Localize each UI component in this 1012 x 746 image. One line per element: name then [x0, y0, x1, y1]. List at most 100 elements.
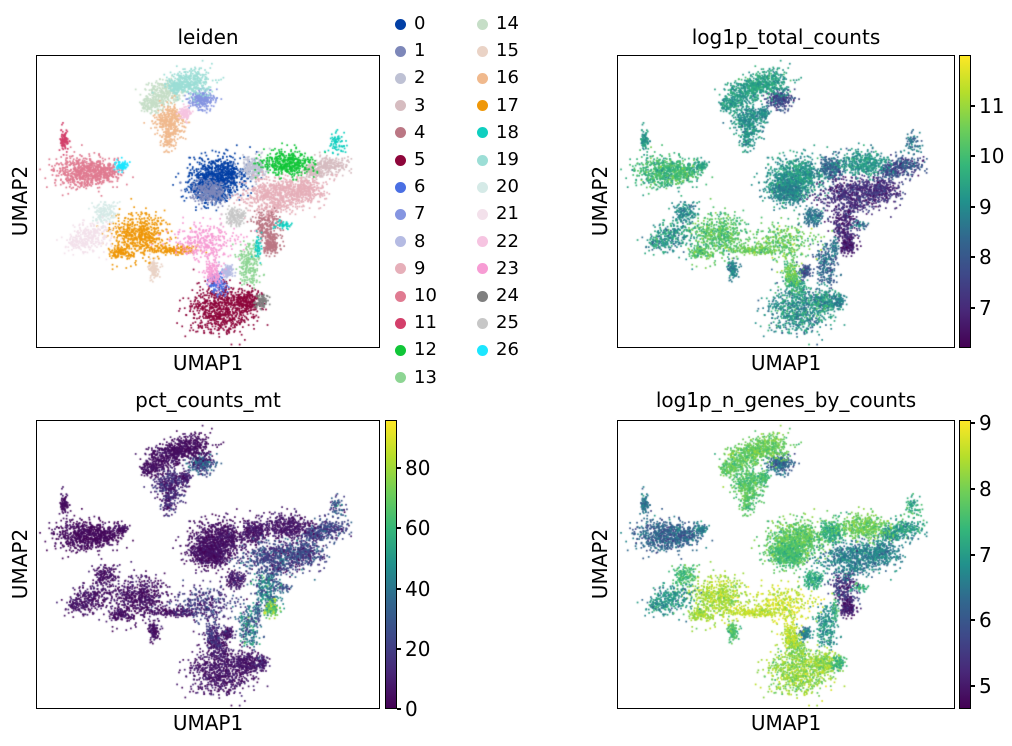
legend-item-8: 8: [395, 231, 425, 252]
colorbar-tick-label: 40: [405, 576, 431, 601]
legend-label: 6: [414, 176, 426, 198]
axes-log1p-n-genes-by-counts: [617, 420, 955, 709]
umap-scatter-leiden: [37, 56, 379, 347]
legend-color-dot: [395, 344, 406, 356]
legend-item-22: 22: [477, 231, 519, 252]
legend-color-dot: [395, 127, 406, 139]
colorbar-tick-label: 10: [979, 144, 1005, 169]
legend-label: 12: [414, 339, 437, 361]
colorbar-pct_counts_mt: [385, 420, 397, 709]
panel-title-log1p-total-counts: log1p_total_counts: [691, 25, 881, 49]
colorbar-tick: [971, 306, 975, 309]
legend-color-dot: [477, 45, 488, 57]
y-axis-label: UMAP2: [8, 528, 32, 600]
legend-color-dot: [477, 344, 488, 356]
legend-label: 0: [414, 13, 426, 34]
colorbar-tick: [397, 708, 401, 710]
legend-color-dot: [395, 290, 406, 302]
colorbar-tick-label: 60: [405, 516, 431, 541]
legend-color-dot: [477, 100, 488, 112]
legend-label: 19: [496, 149, 519, 170]
legend-label: 23: [496, 257, 519, 279]
colorbar-tick-label: 20: [405, 636, 431, 661]
colorbar-tick: [397, 647, 401, 650]
legend-color-dot: [477, 72, 488, 84]
legend-item-2: 2: [395, 68, 425, 88]
legend-item-23: 23: [477, 257, 519, 279]
legend-item-3: 3: [395, 94, 426, 116]
legend-item-4: 4: [395, 121, 426, 143]
colorbar-tick: [971, 104, 975, 107]
colorbar-tick: [971, 155, 975, 158]
legend-item-19: 19: [477, 150, 519, 170]
legend-color-dot: [477, 127, 488, 139]
legend-color-dot: [477, 154, 488, 166]
colorbar-tick: [971, 422, 975, 425]
colorbar-tick: [971, 685, 975, 687]
legend-label: 16: [496, 67, 519, 89]
colorbar-tick-label: 8: [979, 245, 992, 270]
axes-pct-counts-mt: [36, 420, 380, 709]
colorbar-tick: [971, 205, 975, 208]
legend-color-dot: [395, 100, 406, 112]
legend-item-1: 1: [395, 41, 425, 61]
umap-scatter-pct-counts-mt: [37, 421, 379, 708]
legend-item-18: 18: [477, 121, 519, 143]
legend-item-25: 25: [477, 313, 519, 333]
legend-item-5: 5: [395, 150, 425, 170]
legend-label: 13: [414, 366, 437, 388]
legend-label: 4: [414, 121, 426, 143]
legend-label: 11: [414, 312, 437, 334]
colorbar-tick-label: 11: [979, 93, 1005, 118]
y-axis-label: UMAP2: [8, 165, 32, 237]
legend-item-17: 17: [477, 95, 519, 116]
y-axis-label: UMAP2: [588, 528, 612, 600]
legend-label: 10: [414, 285, 437, 306]
legend-item-26: 26: [477, 340, 519, 360]
legend-item-24: 24: [477, 286, 519, 306]
colorbar-tick-label: 7: [979, 295, 992, 320]
legend-label: 1: [414, 40, 426, 62]
legend-color-dot: [477, 290, 488, 302]
legend-item-12: 12: [395, 340, 437, 360]
x-axis-label: UMAP1: [750, 711, 822, 735]
axes-leiden: [36, 55, 380, 348]
legend-label: 18: [496, 121, 519, 143]
legend-label: 25: [496, 312, 519, 334]
panel-title-log1p-n-genes-by-counts: log1p_n_genes_by_counts: [655, 388, 917, 412]
colorbar-tick: [397, 527, 401, 530]
legend-color-dot: [395, 236, 406, 248]
colorbar-tick: [397, 587, 401, 590]
colorbar-tick-label: 7: [979, 542, 992, 567]
legend-color-dot: [477, 317, 488, 329]
y-axis-label: UMAP2: [588, 165, 612, 237]
colorbar-tick: [971, 619, 975, 622]
legend-label: 7: [414, 203, 426, 225]
legend-color-dot: [477, 263, 488, 275]
legend-item-15: 15: [477, 41, 519, 61]
x-axis-label: UMAP1: [172, 711, 244, 735]
legend-item-11: 11: [395, 313, 437, 333]
legend-item-20: 20: [477, 177, 519, 197]
legend-color-dot: [477, 18, 488, 30]
legend-color-dot: [395, 45, 406, 57]
colorbar-tick-label: 6: [979, 608, 992, 633]
colorbar-tick-label: 80: [405, 456, 431, 481]
legend-item-14: 14: [477, 14, 519, 34]
legend-color-dot: [477, 236, 488, 248]
colorbar-tick: [971, 256, 975, 259]
umap-scatter-log1p-total-counts: [618, 56, 954, 347]
legend-color-dot: [395, 372, 406, 384]
legend-item-0: 0: [395, 14, 425, 34]
colorbar-tick-label: 8: [979, 476, 992, 501]
legend-color-dot: [395, 317, 406, 329]
legend-item-16: 16: [477, 68, 519, 88]
axes-log1p-total-counts: [617, 55, 955, 348]
legend-item-7: 7: [395, 204, 425, 224]
x-axis-label: UMAP1: [172, 351, 244, 375]
colorbar-tick: [971, 553, 975, 556]
legend-label: 3: [414, 94, 426, 116]
legend-color-dot: [477, 208, 488, 220]
legend-color-dot: [395, 263, 406, 275]
